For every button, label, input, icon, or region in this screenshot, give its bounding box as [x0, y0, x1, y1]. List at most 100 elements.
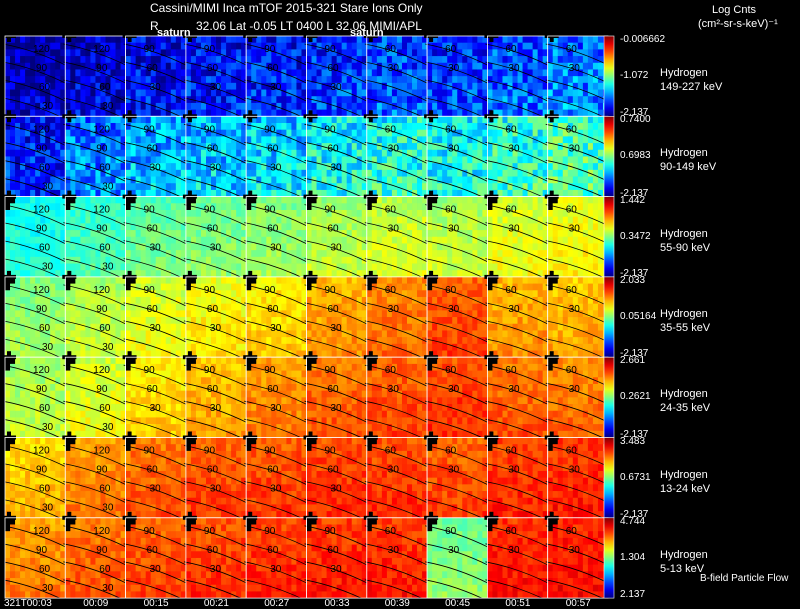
contour-label: 30: [270, 323, 282, 334]
contour-label: 60: [99, 82, 111, 93]
contour-label: 60: [445, 124, 457, 135]
heatmap-panel: 90 60 30: [243, 190, 309, 281]
contour-label: 120: [33, 365, 50, 376]
contour-label: 30: [448, 384, 460, 395]
heatmap-panel: 120 90 60 30: [62, 110, 128, 201]
heatmap-panel: 60 30: [484, 431, 550, 522]
contour-label: 30: [270, 484, 282, 495]
position-info: 32.06 Lat -0.05 LT 0400 L 32.06 MIMI/APL: [196, 19, 422, 33]
contour-label: 60: [99, 403, 111, 414]
heatmap-panel: 90 60 30: [303, 190, 369, 281]
species-label: Hydrogen 55-90 keV: [660, 227, 710, 255]
contour-label: 30: [508, 545, 520, 556]
heatmap-panel: 60 30: [363, 351, 430, 442]
colorbar: [603, 35, 615, 117]
contour-label: 90: [96, 63, 108, 74]
contour-label: 30: [102, 262, 114, 273]
contour-label: 90: [325, 285, 337, 296]
colorbar-min-label: 2.137: [620, 589, 646, 601]
contour-label: 60: [207, 545, 219, 556]
contour-label: 60: [328, 143, 340, 154]
contour-label: 90: [36, 465, 48, 476]
species-name: Hydrogen: [660, 468, 708, 481]
contour-label: 60: [566, 124, 578, 135]
contour-label: 60: [99, 484, 111, 495]
contour-label: 30: [42, 342, 54, 353]
contour-label: 30: [388, 63, 400, 74]
contour-label: 120: [33, 44, 50, 55]
heatmap-panel: 90 60 30: [122, 110, 189, 201]
contour-label: 90: [264, 526, 276, 537]
contour-label: 30: [388, 465, 400, 476]
heatmap-panel: 90 60 30: [303, 351, 369, 442]
units-subtitle: (cm²-sr-s-keV)⁻¹: [698, 18, 778, 30]
contour-label: 60: [385, 285, 397, 296]
contour-label: 60: [445, 526, 457, 537]
colorbar-min-label: -2.137: [620, 508, 649, 520]
heatmap-panel: 90 60 30: [243, 511, 309, 603]
contour-label: 60: [99, 564, 111, 575]
heatmap-panel: 90 60 30: [303, 511, 369, 603]
contour-label: 60: [505, 285, 517, 296]
heatmap-panel: 60 30: [484, 270, 550, 362]
contour-label: 60: [328, 465, 340, 476]
contour-label: 30: [331, 162, 343, 173]
contour-label: 30: [210, 82, 222, 93]
heatmap-panel: 120 90 60 30: [62, 431, 128, 522]
heatmap-panel: 60 30: [544, 511, 611, 603]
saturn-label-1: saturn: [157, 27, 191, 39]
heatmap-panel: 90 60 30: [303, 270, 369, 362]
energy-range: 149-227 keV: [660, 81, 723, 93]
heatmap-panel: 120 90 60 30: [2, 511, 68, 603]
contour-label: 30: [388, 545, 400, 556]
contour-label: 60: [566, 205, 578, 216]
heatmap-panel: 60 30: [544, 431, 611, 522]
contour-label: 60: [39, 403, 51, 414]
heatmap-panel: 90 60 30: [303, 30, 369, 121]
heatmap-panel: 60 30: [544, 351, 611, 442]
contour-label: 30: [210, 243, 222, 254]
contour-label: 30: [388, 224, 400, 235]
energy-range: 35-55 keV: [660, 321, 711, 334]
colorbar-mid-label: 0.05164: [620, 310, 657, 322]
contour-label: 30: [331, 323, 343, 334]
contour-label: 30: [270, 82, 282, 93]
heatmap-panel: 90 60 30: [122, 30, 189, 121]
colorbar-mid-label: 1.304: [620, 551, 646, 563]
contour-label: 30: [42, 503, 54, 514]
energy-range: 13-24 keV: [660, 482, 711, 495]
contour-label: 30: [331, 484, 343, 495]
contour-label: 60: [566, 44, 578, 55]
contour-label: 90: [204, 365, 216, 376]
contour-label: 30: [448, 545, 460, 556]
colorbar-max-label: 4.744: [620, 515, 646, 527]
contour-label: 60: [566, 446, 578, 457]
contour-label: 30: [42, 101, 54, 112]
colorbar-min-label: -2.137: [620, 107, 649, 119]
contour-label: 30: [331, 403, 343, 414]
contour-label: 60: [328, 304, 340, 315]
contour-label: 120: [93, 205, 110, 216]
colorbar-mid-label: 0.2621: [620, 391, 651, 403]
contour-label: 60: [267, 143, 279, 154]
contour-label: 30: [42, 583, 54, 594]
contour-label: 60: [39, 323, 51, 334]
species-label: Hydrogen 24-35 keV: [660, 387, 710, 415]
contour-label: 30: [448, 143, 460, 154]
legend-note: B-field Particle Flow: [700, 573, 789, 584]
colorbar: [603, 356, 615, 438]
colorbar-mid-label: -1.072: [620, 70, 649, 81]
heatmap-panel: 120 90 60 30: [62, 511, 128, 603]
colorbar-mid-label: 0.6731: [620, 471, 651, 483]
energy-range: 55-90 keV: [660, 241, 711, 254]
heatmap-panel: 90 60 30: [243, 431, 309, 522]
heatmap-panel: 60 30: [484, 511, 550, 603]
heatmap-panel: 90 60 30: [243, 30, 309, 121]
chart-title: Cassini/MIMI Inca mTOF 2015-321 Stare Io…: [150, 1, 423, 15]
contour-label: 30: [569, 224, 581, 235]
heatmap-panel: 60 30: [424, 270, 490, 362]
heatmap-panel: 120 90 60 30: [2, 190, 68, 281]
contour-label: 60: [505, 365, 517, 376]
heatmap-panel: 120 90 60 30: [2, 110, 68, 201]
